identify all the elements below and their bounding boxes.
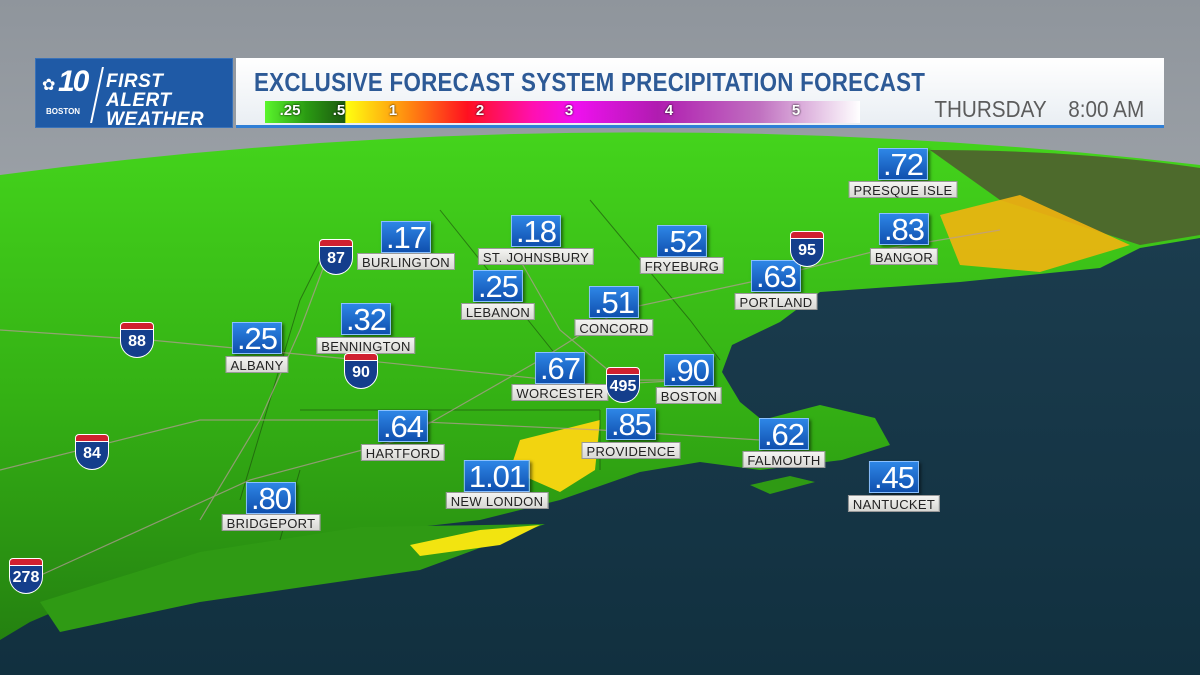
city-label: FALMOUTH <box>742 451 826 468</box>
shield-header <box>319 239 353 247</box>
shield-header <box>9 558 43 566</box>
city-label: BOSTON <box>655 387 723 404</box>
interstate-number: 278 <box>9 566 43 594</box>
page-title: EXCLUSIVE FORECAST SYSTEM PRECIPITATION … <box>254 67 926 97</box>
interstate-number: 495 <box>606 375 640 403</box>
precip-value: .80 <box>245 482 297 515</box>
forecast-day: THURSDAY <box>934 96 1047 122</box>
city-label: PORTLAND <box>734 293 818 310</box>
shield-header <box>75 434 109 442</box>
legend-tick: 3 <box>564 102 574 119</box>
city-label: LEBANON <box>460 303 536 320</box>
precip-value: .72 <box>877 148 929 181</box>
city-label: BENNINGTON <box>316 337 416 354</box>
city-label: ST. JOHNSBURY <box>477 248 595 265</box>
city-label: PROVIDENCE <box>581 442 681 459</box>
city-label: BRIDGEPORT <box>221 514 321 531</box>
peacock-icon: ✿ <box>42 77 56 94</box>
marthas-vineyard <box>750 476 815 494</box>
city-label: NANTUCKET <box>847 495 941 512</box>
forecast-hour: 8:00 AM <box>1068 96 1144 122</box>
precip-value: .63 <box>750 260 802 293</box>
city-label: CONCORD <box>574 319 654 336</box>
shield-header <box>120 322 154 330</box>
heavy-rain-ct <box>510 420 600 492</box>
heavy-rain-long-island <box>410 525 540 556</box>
interstate-shield-icon: 90 <box>344 353 378 389</box>
precipitation-legend: .25 .5 1 2 3 4 5 <box>265 101 860 123</box>
forecast-time: THURSDAY 8:00 AM <box>913 96 1144 123</box>
header-banner: EXCLUSIVE FORECAST SYSTEM PRECIPITATION … <box>236 58 1164 128</box>
interstate-shield-icon: 95 <box>790 231 824 267</box>
interstate-number: 95 <box>790 239 824 267</box>
interstate-shield-icon: 278 <box>9 558 43 594</box>
shield-header <box>606 367 640 375</box>
interstate-number: 84 <box>75 442 109 470</box>
precip-value: .25 <box>231 322 283 355</box>
heavy-rain-maine <box>940 195 1130 272</box>
interstate-number: 88 <box>120 330 154 358</box>
precip-value: .64 <box>377 410 429 443</box>
legend-tick: 4 <box>664 102 674 119</box>
precip-value: .32 <box>340 303 392 336</box>
city-label: ALBANY <box>225 356 289 373</box>
precip-value: .52 <box>656 225 708 258</box>
legend-tick: 1 <box>388 102 398 119</box>
precip-value: .45 <box>868 461 920 494</box>
precip-value: 1.01 <box>463 460 531 493</box>
shield-header <box>790 231 824 239</box>
shield-header <box>344 353 378 361</box>
precip-value: .62 <box>758 418 810 451</box>
interstate-shield-icon: 495 <box>606 367 640 403</box>
logo-divider <box>90 67 104 123</box>
nbc10-boston-logo: ✿ 10 BOSTON FIRST ALERT WEATHER <box>35 58 233 129</box>
precip-value: .67 <box>534 352 586 385</box>
legend-tick: 5 <box>791 102 801 119</box>
interstate-shield-icon: 84 <box>75 434 109 470</box>
legend-tick: 2 <box>475 102 485 119</box>
interstate-number: 87 <box>319 247 353 275</box>
precip-value: .90 <box>663 354 715 387</box>
legend-tick: .5 <box>332 102 346 119</box>
precip-value: .18 <box>510 215 562 248</box>
city-label: BANGOR <box>869 248 939 265</box>
city-label: BURLINGTON <box>357 253 455 270</box>
brand-line-1: FIRST ALERT <box>106 71 172 111</box>
precip-value: .85 <box>605 408 657 441</box>
city-label: WORCESTER <box>511 384 609 401</box>
legend-tick: .25 <box>279 102 301 119</box>
interstate-number: 90 <box>344 361 378 389</box>
precip-value: .17 <box>380 221 432 254</box>
logo-number: 10 <box>58 65 89 98</box>
interstate-shield-icon: 87 <box>319 239 353 275</box>
city-label: HARTFORD <box>360 444 446 461</box>
city-label: NEW LONDON <box>445 492 549 509</box>
city-label: PRESQUE ISLE <box>848 181 958 198</box>
precip-value: .51 <box>588 286 640 319</box>
brand-line-2: WEATHER <box>106 109 205 130</box>
canada-land <box>930 150 1200 245</box>
logo-station: BOSTON <box>46 107 81 116</box>
city-label: FRYEBURG <box>639 257 725 274</box>
precip-value: .25 <box>472 270 524 303</box>
precip-value: .83 <box>878 213 930 246</box>
first-alert-weather-wordmark: FIRST ALERT WEATHER <box>106 72 232 129</box>
interstate-shield-icon: 88 <box>120 322 154 358</box>
